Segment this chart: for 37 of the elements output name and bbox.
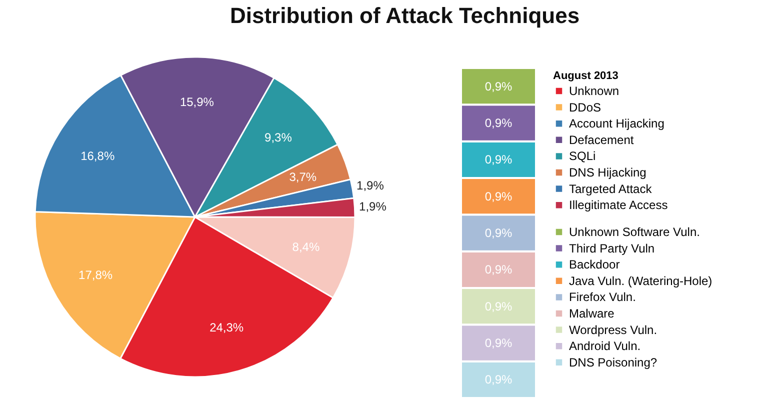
data-label: 15,9% — [180, 95, 214, 110]
legend-label: Unknown Software Vuln. — [569, 225, 700, 239]
legend-label: Android Vuln. — [569, 339, 641, 354]
legend-label: DNS Hijacking — [569, 166, 646, 180]
legend-label: Firefox Vuln. — [569, 290, 636, 304]
data-label: 0,9% — [484, 79, 512, 94]
data-label: 0,9% — [484, 226, 512, 240]
data-label: 8,4% — [292, 240, 320, 254]
data-label: 3,7% — [289, 170, 317, 184]
data-label: 0,9% — [484, 262, 512, 277]
data-label: 0,9% — [484, 152, 512, 167]
legend-label: Java Vuln. (Watering-Hole) — [569, 274, 712, 288]
legend-label: Wordpress Vuln. — [569, 322, 658, 337]
data-label: 1,9% — [359, 200, 387, 214]
data-label: 0,9% — [484, 299, 512, 314]
legend-label: Unknown — [569, 84, 620, 98]
legend-label: Defacement — [569, 132, 634, 147]
data-label: 0,9% — [484, 336, 512, 350]
data-label: 1,9% — [356, 178, 384, 193]
legend-label: Illegitimate Access — [569, 198, 668, 212]
chart-title: Distribution of Attack Techniques — [230, 3, 580, 28]
legend-label: SQLi — [569, 149, 596, 164]
legend-label: Backdoor — [569, 258, 620, 272]
data-label: 17,8% — [78, 268, 113, 282]
data-label: 0,9% — [484, 372, 512, 387]
legend-label: DNS Poisoning? — [569, 355, 658, 370]
legend-label: Targeted Attack — [569, 182, 653, 196]
data-label: 0,9% — [484, 116, 512, 130]
legend-label: DDoS — [569, 100, 602, 114]
legend-label: Third Party Vuln — [569, 241, 655, 256]
data-label: 16,8% — [80, 148, 115, 163]
data-label: 0,9% — [484, 189, 512, 204]
legend-label: Malware — [569, 306, 615, 320]
legend-title: August 2013 — [553, 70, 618, 82]
data-label: 24,3% — [210, 320, 244, 335]
data-label: 9,3% — [264, 130, 292, 145]
legend-label: Account Hijacking — [569, 116, 664, 131]
